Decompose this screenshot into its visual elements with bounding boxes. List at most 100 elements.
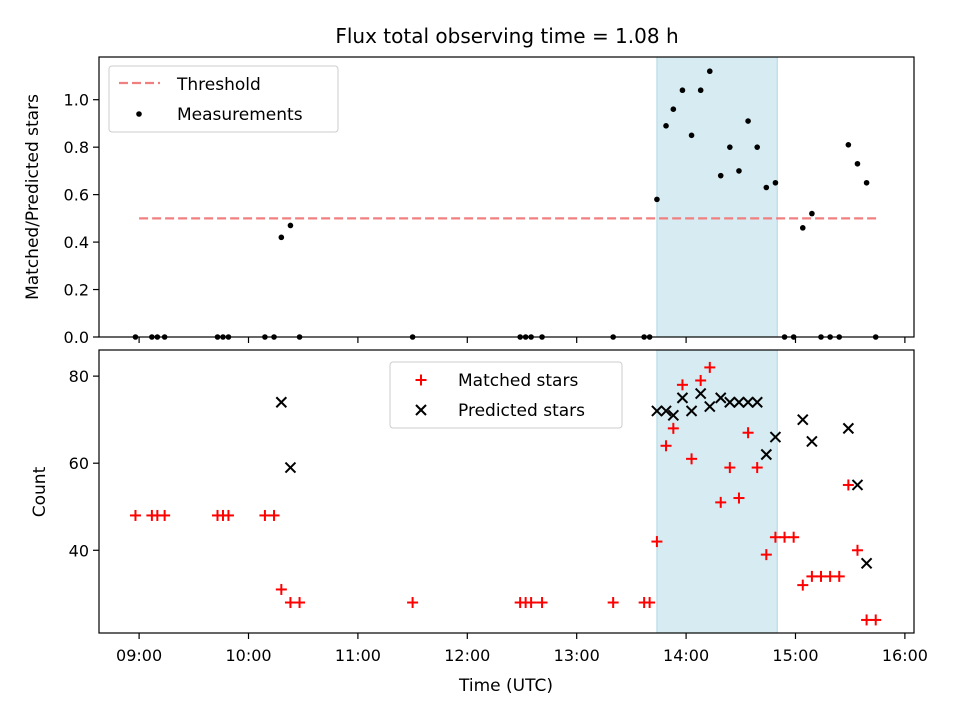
matched-star-point: [667, 422, 679, 434]
matched-star-point: [407, 597, 419, 609]
matched-star-point: [660, 440, 672, 452]
observing-span-top-rect: [656, 56, 778, 338]
matched-star-point: [742, 427, 754, 439]
matched-star-point: [536, 597, 548, 609]
predicted-star-point: [797, 413, 809, 426]
matched-star-point: [851, 544, 863, 556]
top-panel: 0.0 0.2 0.4 0.6 0.8 1.0 Matched/Predicted sta…: [23, 56, 915, 347]
legend-measurements-label: Measurements: [177, 105, 303, 125]
measurement-point: [663, 123, 669, 129]
bottom-x-tick: 10:00: [225, 633, 272, 665]
matched-star-point: [644, 597, 656, 609]
predicted-star-point: [284, 461, 297, 474]
measurement-point: [772, 179, 779, 186]
bottom-x-tick: 12:00: [444, 633, 490, 665]
measurement-point: [763, 184, 770, 191]
svg-text:16:00: 16:00: [882, 646, 928, 665]
matched-star-point: [797, 579, 809, 591]
top-y-tick: 1.0: [64, 91, 99, 110]
svg-text:60: 60: [69, 454, 89, 473]
measurement-point: [287, 222, 294, 229]
svg-text:12:00: 12:00: [444, 646, 490, 665]
bottom-x-tick: 13:00: [554, 633, 600, 665]
top-y-tick: 0.0: [64, 328, 99, 347]
measurement-point: [727, 144, 733, 150]
matched-star-point: [607, 597, 619, 609]
legend-predicted-label: Predicted stars: [458, 401, 585, 421]
svg-text:14:00: 14:00: [663, 646, 709, 665]
measurement-point: [670, 106, 677, 113]
predicted-star-point: [685, 405, 698, 417]
svg-text:11:00: 11:00: [335, 646, 381, 665]
matched-star-point: [275, 583, 287, 595]
legend-matched-swatch: [415, 374, 427, 386]
top-legend: Threshold Measurements: [108, 65, 339, 133]
bottom-y-tick: 80: [69, 367, 99, 386]
predicted-star-point: [676, 392, 689, 404]
measurement-point: [863, 179, 870, 186]
matched-star-point: [760, 549, 772, 561]
x-axis-label: Time (UTC): [458, 676, 553, 696]
observing-span-top: [656, 56, 778, 338]
svg-text:0.6: 0.6: [64, 186, 89, 205]
top-y-tick: 0.8: [64, 138, 99, 157]
svg-text:0.8: 0.8: [64, 138, 89, 157]
top-y-tick: 0.4: [64, 233, 99, 252]
matched-star-point: [676, 379, 688, 391]
measurement-point: [706, 68, 713, 75]
matched-star-point: [751, 462, 763, 474]
predicted-star-point: [694, 387, 707, 400]
top-y-axis: 0.0 0.2 0.4 0.6 0.8 1.0: [64, 91, 99, 347]
measurement-point: [688, 132, 695, 139]
svg-text:15:00: 15:00: [772, 646, 818, 665]
predicted-star-point: [651, 405, 663, 417]
bottom-x-tick: 11:00: [335, 633, 381, 665]
matched-star-point: [704, 361, 716, 373]
top-legend-box: [108, 65, 339, 133]
matched-star-point: [686, 453, 698, 465]
predicted-star-point: [760, 448, 773, 461]
predicted-star-point: [851, 479, 864, 491]
matched-star-point: [724, 462, 736, 474]
matched-star-point: [129, 509, 141, 521]
top-axes-frame: [98, 56, 915, 338]
top-y-tick: 0.6: [64, 186, 99, 205]
bottom-y-tick: 40: [69, 541, 99, 560]
measurement-point: [809, 210, 815, 217]
bottom-x-tick: 15:00: [772, 633, 819, 665]
bottom-axes-frame: [98, 349, 915, 634]
predicted-star-point: [704, 400, 716, 413]
predicted-star-point: [275, 396, 288, 408]
observing-span-bottom: [656, 349, 778, 634]
svg-text:0.2: 0.2: [64, 281, 89, 300]
matched-star-point: [733, 492, 745, 504]
measurement-point: [799, 225, 806, 231]
predicted-star-point: [715, 392, 727, 404]
legend-threshold-label: Threshold: [176, 75, 261, 95]
svg-text:13:00: 13:00: [554, 646, 600, 665]
predicted-star-point: [660, 405, 672, 417]
svg-text:80: 80: [69, 367, 89, 386]
bottom-x-axis: 09:00 10:00 11:00 12:00 13:00 14:00 15:00 16:00: [116, 633, 928, 665]
svg-text:09:00: 09:00: [116, 646, 162, 665]
bottom-y-axis: 40 60 80: [69, 367, 99, 560]
measurement-point: [679, 87, 686, 94]
svg-text:0.0: 0.0: [64, 328, 89, 347]
matched-star-point: [651, 536, 663, 548]
measurement-point: [697, 87, 704, 94]
bottom-x-tick: 09:00: [116, 633, 162, 665]
measurement-point: [854, 160, 861, 167]
svg-text:10:00: 10:00: [225, 646, 271, 665]
observing-span-bottom-rect: [656, 349, 778, 634]
svg-text:1.0: 1.0: [64, 91, 89, 110]
bottom-legend: Matched stars Predicted stars: [389, 361, 623, 429]
bottom-y-axis-label: Count: [30, 466, 50, 517]
predicted-star-point: [769, 431, 782, 443]
bottom-panel: 40 60 80 09:00 10:00 11:00 12:00 13:00 14:00 15:…: [30, 349, 928, 696]
measurement-point: [745, 118, 751, 124]
measurement-point: [717, 172, 724, 179]
measurement-point: [278, 234, 285, 241]
predicted-star-point: [751, 396, 763, 408]
